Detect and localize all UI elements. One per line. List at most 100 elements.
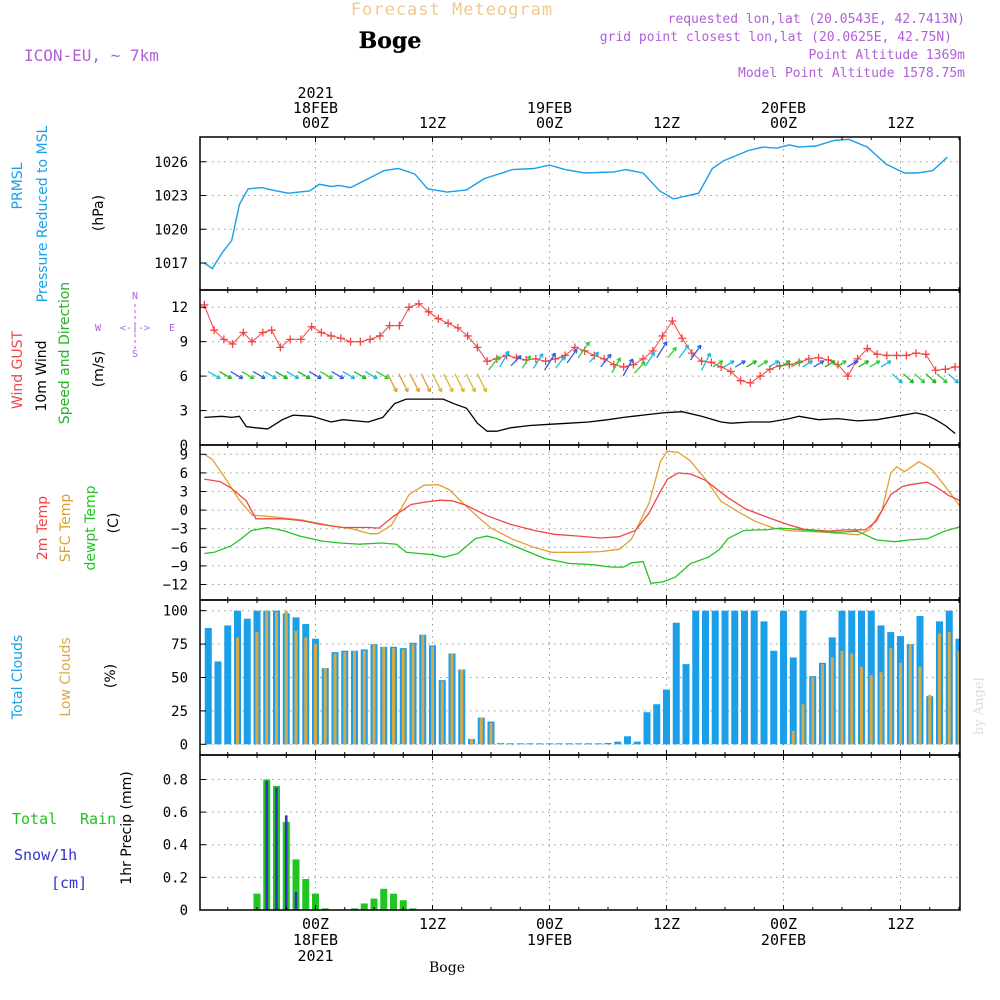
total-clouds-bar xyxy=(546,743,553,745)
y-tick-label: 0 xyxy=(180,503,188,519)
total-clouds-bar xyxy=(204,628,212,745)
wind-direction-arrow xyxy=(667,347,677,359)
wind-direction-arrowhead xyxy=(920,378,926,384)
wind-direction-arrowhead xyxy=(641,361,646,366)
wind-direction-arrow xyxy=(779,360,791,368)
total-clouds-bar xyxy=(555,743,563,745)
wind-direction-arrowhead xyxy=(662,341,668,346)
gust-marker xyxy=(228,339,237,348)
total-clouds-bar xyxy=(663,689,670,745)
wind-direction-arrowhead xyxy=(752,360,758,365)
wind-direction-arrowhead xyxy=(718,360,724,365)
time-label-top: 00Z xyxy=(770,114,797,132)
time-label-bottom: 2021 xyxy=(297,947,333,965)
wind-direction-arrowhead xyxy=(864,360,870,365)
rain-bar xyxy=(360,903,368,910)
wind-direction-arrowhead xyxy=(249,374,255,380)
wind-direction-arrow xyxy=(510,355,522,367)
time-label-top: 12Z xyxy=(419,114,446,132)
gust-marker xyxy=(424,307,433,316)
rain-label: Rain xyxy=(80,810,116,828)
wind-direction-arrow xyxy=(689,344,702,361)
gust-marker xyxy=(414,299,423,308)
y-tick-label: 100 xyxy=(163,604,188,620)
gust-marker xyxy=(336,334,345,343)
gust-marker xyxy=(629,360,638,369)
low-clouds-bar xyxy=(401,649,405,745)
wind-direction-arrow xyxy=(936,373,948,384)
wind-direction-arrowhead xyxy=(819,360,825,365)
total-clouds-bar xyxy=(594,743,602,745)
low-clouds-bar xyxy=(333,653,337,745)
low-clouds-bar xyxy=(908,644,912,745)
gust-axis-title: Wind GUST xyxy=(10,330,26,409)
wind-direction-arrowhead xyxy=(650,351,656,357)
compass-west: W xyxy=(95,323,102,334)
low-clouds-bar xyxy=(869,674,873,745)
wind-direction-arrowhead xyxy=(350,374,356,380)
wind-direction-arrowhead xyxy=(842,360,847,365)
wind-direction-arrow xyxy=(521,355,531,369)
gust-marker xyxy=(541,357,550,366)
total-clouds-bar xyxy=(731,610,739,745)
snow-label: Snow/1h xyxy=(14,846,77,864)
gust-marker xyxy=(434,314,443,323)
wind-direction-arrowhead xyxy=(551,352,556,358)
wind-direction-arrow xyxy=(320,370,333,380)
location-title: Boge xyxy=(359,28,422,54)
wind-direction-arrowhead xyxy=(384,374,389,380)
gust-marker xyxy=(639,354,648,363)
time-label-bottom: 00Z xyxy=(536,915,563,933)
total-clouds-bar xyxy=(565,743,573,745)
low-clouds-bar xyxy=(860,666,863,745)
wind-direction-arrow xyxy=(600,353,612,368)
total-clouds-bar xyxy=(780,610,787,745)
gust-marker xyxy=(463,331,472,340)
total-clouds-bar xyxy=(585,743,592,745)
temp-2m-line xyxy=(204,472,960,539)
total-rain-label: Total xyxy=(12,810,57,828)
dewpoint-axis-title: dewpt Temp xyxy=(83,485,99,570)
gust-marker xyxy=(346,337,355,346)
wind-direction-arrow xyxy=(701,352,711,371)
wind-direction-arrowhead xyxy=(517,354,522,360)
wind-direction-arrow xyxy=(802,360,813,368)
gust-marker xyxy=(395,321,404,330)
low-clouds-bar xyxy=(850,653,854,745)
low-clouds-bar xyxy=(997,617,1000,744)
wind-direction-arrowhead xyxy=(616,357,621,362)
wind-direction-arrow xyxy=(869,360,881,368)
wind-direction-arrow xyxy=(757,360,768,368)
gust-marker xyxy=(307,322,316,331)
wind-direction-arrow xyxy=(476,373,487,393)
wind-direction-arrow xyxy=(914,373,926,384)
y-tick-label: 1026 xyxy=(154,155,188,171)
watermark: by Angel xyxy=(972,677,987,735)
low-clouds-bar xyxy=(791,730,795,745)
low-clouds-bar xyxy=(801,704,805,745)
wind-direction-arrowhead xyxy=(853,360,858,365)
wind-direction-arrow xyxy=(656,341,668,359)
gust-marker xyxy=(276,343,285,352)
gust-marker xyxy=(746,379,755,387)
gust-marker xyxy=(317,328,326,337)
low-clouds-bar xyxy=(928,694,932,745)
y-tick-label: 12 xyxy=(171,300,188,316)
gust-marker xyxy=(248,337,257,346)
wind-direction-arrow xyxy=(768,360,780,368)
time-label-bottom: 00Z xyxy=(770,915,797,933)
compass-east: E xyxy=(169,323,175,334)
wind-direction-arrowhead xyxy=(572,348,578,354)
low-clouds-bar xyxy=(362,650,366,745)
y-tick-label: −3 xyxy=(171,522,188,538)
snow-bar xyxy=(275,787,278,910)
low-clouds-bar xyxy=(343,652,347,745)
model-label: ICON-EU, ~ 7km xyxy=(24,46,159,65)
wind-direction-arrow xyxy=(465,373,476,393)
time-label-bottom: 12Z xyxy=(653,915,680,933)
wind-direction-arrowhead xyxy=(238,374,244,380)
gust-marker xyxy=(405,303,414,312)
wind-direction-arrow xyxy=(230,370,244,380)
wind-direction-arrow xyxy=(219,370,232,380)
total-clouds-bar xyxy=(741,610,748,745)
